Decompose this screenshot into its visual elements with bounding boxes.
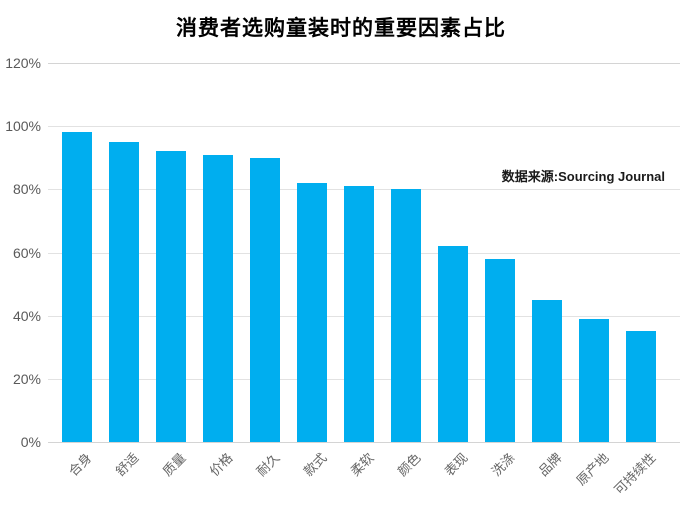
y-axis-tick-label: 120% (5, 55, 41, 71)
bar-舒适 (109, 142, 139, 442)
bar-可持续性 (626, 331, 656, 442)
y-axis-tick-label: 100% (5, 118, 41, 134)
y-axis-tick-label: 40% (12, 308, 41, 324)
bar-原产地 (579, 319, 609, 442)
gridline-100 (48, 126, 680, 127)
y-axis-tick-label: 80% (12, 181, 41, 197)
bar-耐久 (250, 158, 280, 442)
bar-柔软 (344, 186, 374, 442)
bar-表现 (438, 246, 468, 442)
y-axis-tick-label: 0% (20, 434, 41, 450)
bar-颜色 (391, 189, 421, 442)
chart-title: 消费者选购童装时的重要因素占比 (176, 17, 506, 40)
plot-area (48, 63, 680, 443)
gridline-120 (48, 63, 680, 64)
y-axis-tick-label: 20% (12, 371, 41, 387)
bar-品牌 (532, 300, 562, 442)
bar-款式 (297, 183, 327, 442)
source-note: 数据来源:Sourcing Journal (501, 169, 665, 184)
y-axis-tick-label: 60% (12, 245, 41, 261)
gridline-0 (48, 442, 680, 443)
bar-质量 (156, 151, 186, 442)
bar-价格 (203, 155, 233, 442)
bar-洗涤 (485, 259, 515, 442)
bar-合身 (62, 132, 92, 442)
